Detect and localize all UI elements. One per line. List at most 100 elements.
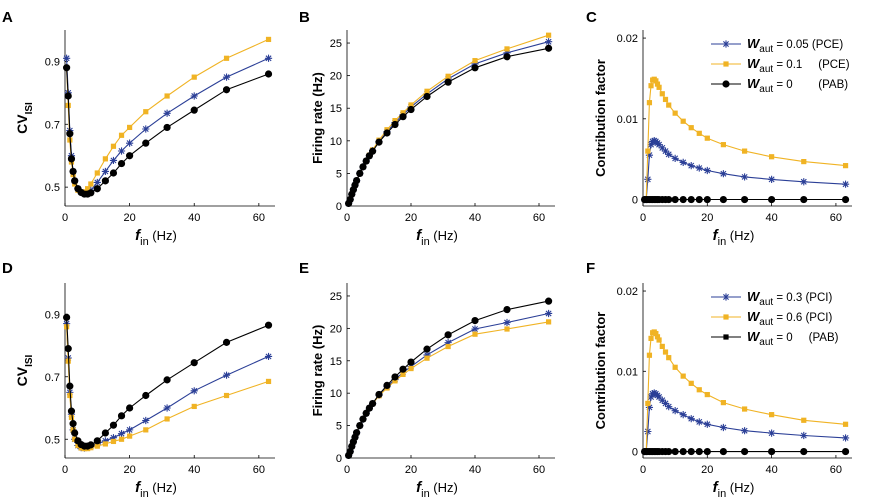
data-point-blue — [647, 393, 655, 401]
data-point-black — [719, 447, 727, 456]
data-point-orange — [472, 58, 478, 64]
data-point-orange — [143, 109, 149, 115]
legend-value: = 0.6 (PCI) — [773, 312, 832, 324]
data-point-blue — [117, 430, 126, 438]
data-point-orange — [672, 110, 678, 116]
data-point-orange — [666, 102, 672, 108]
legend-subscript: aut — [759, 84, 773, 95]
data-point-blue — [503, 318, 511, 327]
y-axis-label: Contribution factor — [593, 312, 608, 430]
data-point-black — [142, 391, 150, 400]
series-line-orange — [644, 78, 846, 201]
data-point-orange — [102, 156, 108, 162]
data-point-black — [67, 155, 76, 163]
y-tick-label: 0.7 — [45, 119, 60, 131]
data-point-black — [407, 358, 415, 366]
data-point-orange — [472, 331, 478, 337]
y-axis-label-main: CV — [14, 114, 30, 134]
data-point-black — [375, 138, 383, 146]
data-point-black — [695, 447, 703, 456]
series-line-black — [348, 47, 549, 204]
data-point-black — [190, 359, 198, 367]
data-point-orange — [666, 355, 672, 361]
y-tick-label: 20 — [330, 323, 342, 335]
data-point-black — [64, 345, 72, 353]
y-tick-label: 0.9 — [45, 56, 60, 68]
data-point-blue — [665, 403, 673, 411]
x-axis-label: fin (Hz) — [416, 479, 458, 500]
x-axis-label-unit: (Hz) — [149, 480, 177, 495]
x-axis-label-symbol: f — [416, 227, 423, 244]
data-point-black — [109, 169, 118, 177]
data-point-black — [126, 152, 134, 160]
data-point-black — [87, 189, 95, 197]
data-point-orange — [648, 83, 654, 89]
data-point-blue — [117, 147, 126, 155]
data-point-orange — [102, 441, 108, 447]
data-point-black — [109, 421, 118, 429]
data-point-black — [222, 338, 231, 346]
data-point-blue — [222, 73, 231, 81]
y-axis-label: CVISI — [14, 354, 35, 386]
data-point-blue — [190, 92, 198, 100]
data-point-orange — [127, 433, 133, 439]
x-axis-label-symbol: f — [135, 227, 142, 244]
data-point-blue — [800, 178, 808, 186]
data-point-black — [679, 447, 687, 456]
data-point-orange — [801, 417, 807, 423]
y-tick-label: 0 — [336, 201, 342, 213]
data-point-blue — [190, 387, 198, 395]
data-point-black — [741, 447, 749, 456]
data-point-orange — [110, 438, 117, 445]
data-point-blue — [109, 434, 118, 442]
data-point-blue — [679, 158, 687, 167]
data-point-orange — [842, 421, 849, 427]
data-point-blue — [841, 434, 850, 442]
legend: Waut = 0.05 (PCE)Waut = 0.1 (PCE)Waut = … — [711, 36, 850, 95]
x-tick-label: 60 — [830, 464, 842, 476]
data-point-black — [63, 64, 71, 72]
x-tick-label: 40 — [765, 464, 777, 476]
data-point-black — [391, 120, 399, 129]
data-point-black — [222, 86, 231, 94]
data-point-black — [423, 345, 431, 353]
data-point-orange — [659, 91, 665, 97]
data-point-blue — [101, 167, 109, 176]
data-point-blue — [719, 170, 727, 178]
data-point-black — [101, 177, 109, 185]
data-point-blue — [264, 352, 273, 361]
legend-marker — [722, 40, 730, 48]
data-point-blue — [142, 125, 150, 133]
data-point-blue — [671, 154, 679, 162]
data-point-blue — [661, 147, 670, 155]
data-point-orange — [654, 334, 661, 340]
data-point-orange — [662, 96, 669, 103]
data-point-black — [117, 412, 126, 420]
legend-subscript: aut — [759, 64, 773, 75]
data-point-black — [841, 447, 850, 456]
data-point-black — [353, 429, 361, 437]
legend-marker — [723, 61, 729, 67]
legend-symbol: W — [747, 56, 761, 71]
panel-letter: E — [299, 260, 309, 277]
data-point-blue — [142, 416, 150, 425]
data-point-orange — [392, 118, 398, 124]
data-point-orange — [223, 55, 230, 61]
data-point-black — [93, 185, 101, 193]
data-point-black — [503, 305, 511, 314]
x-tick-label: 40 — [469, 464, 481, 476]
data-point-blue — [687, 162, 695, 170]
data-point-blue — [126, 139, 134, 147]
legend-label: Waut = 0 (PAB) — [747, 76, 848, 95]
x-axis-label: fin (Hz) — [135, 227, 177, 248]
data-point-black — [687, 195, 695, 204]
legend-value: = 0 (PAB) — [773, 332, 838, 344]
data-point-orange — [265, 378, 272, 385]
data-point-orange — [696, 130, 702, 136]
data-point-blue — [695, 418, 703, 426]
x-tick-label: 0 — [640, 464, 646, 476]
data-point-black — [369, 147, 377, 155]
y-tick-label: 0.02 — [617, 33, 638, 45]
data-point-orange — [191, 74, 197, 80]
